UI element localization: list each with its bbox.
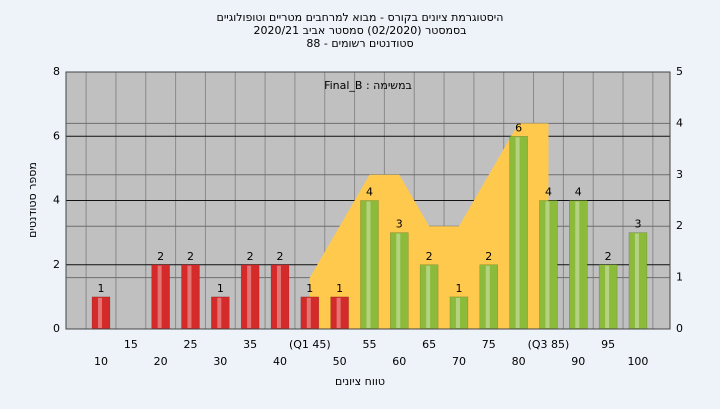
bar-shine xyxy=(157,265,162,328)
x-tick-label: 90 xyxy=(571,355,585,368)
value-label: 3 xyxy=(396,218,403,231)
bar-shine xyxy=(515,137,520,328)
y-axis-label: מספר סטודנטים xyxy=(26,162,39,238)
plot-border xyxy=(65,71,671,330)
value-label: 1 xyxy=(455,282,462,295)
x-tick-label: 40 xyxy=(273,355,287,368)
value-label: 2 xyxy=(426,250,433,263)
bar-shine xyxy=(455,297,460,328)
value-label: 3 xyxy=(634,218,641,231)
x-tick-label: 20 xyxy=(154,355,168,368)
y2-tick-label: 0 xyxy=(676,322,683,335)
value-label: 4 xyxy=(575,186,582,199)
y-tick-label: 0 xyxy=(53,322,60,335)
value-label: 2 xyxy=(605,250,612,263)
y-tick-label: 8 xyxy=(53,65,60,78)
value-label: 4 xyxy=(545,186,552,199)
y2-tick-label: 4 xyxy=(676,116,683,129)
x-tick-label: 55 xyxy=(362,338,376,351)
x-tick-label: 30 xyxy=(213,355,227,368)
title-line: בסמסטר (02/2020) סמסטר אביב 2020/21 xyxy=(253,24,466,37)
x-tick-label: 80 xyxy=(512,355,526,368)
x-tick-label: (Q1 45) xyxy=(289,338,331,351)
bar-shine xyxy=(605,265,610,328)
y2-tick-label: 3 xyxy=(676,168,683,181)
x-tick-label: 65 xyxy=(422,338,436,351)
y-tick-label: 4 xyxy=(53,194,60,207)
x-tick-label: 75 xyxy=(482,338,496,351)
bar-shine xyxy=(336,297,341,328)
value-label: 1 xyxy=(336,282,343,295)
x-tick-label: 10 xyxy=(94,355,108,368)
bar-shine xyxy=(634,233,639,328)
bar-shine xyxy=(485,265,490,328)
value-label: 4 xyxy=(366,186,373,199)
value-label: 2 xyxy=(276,250,283,263)
value-label: 1 xyxy=(217,282,224,295)
bar-shine xyxy=(545,201,550,328)
y2-tick-label: 5 xyxy=(676,65,683,78)
x-tick-label: 100 xyxy=(627,355,648,368)
annotation: Final_B : במשימה xyxy=(324,79,412,92)
bar-shine xyxy=(396,233,401,328)
bar-shine xyxy=(276,265,281,328)
x-tick-label: 15 xyxy=(124,338,138,351)
y-tick-label: 6 xyxy=(53,129,60,142)
value-label: 2 xyxy=(157,250,164,263)
value-label: 2 xyxy=(187,250,194,263)
title-line: היסטוגרמת ציונים בקורס - מבוא למרחבים מט… xyxy=(217,11,504,24)
x-tick-label: 50 xyxy=(333,355,347,368)
x-axis-label: טווח ציונים xyxy=(335,375,385,388)
x-tick-label: 25 xyxy=(183,338,197,351)
value-label: 6 xyxy=(515,121,522,134)
x-tick-label: 35 xyxy=(243,338,257,351)
x-tick-label: (Q3 85) xyxy=(528,338,570,351)
bar-shine xyxy=(187,265,192,328)
x-tick-label: 60 xyxy=(392,355,406,368)
bar-shine xyxy=(426,265,431,328)
value-label: 1 xyxy=(98,282,105,295)
value-label: 2 xyxy=(485,250,492,263)
x-tick-label: 70 xyxy=(452,355,466,368)
y2-tick-label: 1 xyxy=(676,271,683,284)
bar-shine xyxy=(306,297,311,328)
x-tick-label: 95 xyxy=(601,338,615,351)
y-tick-label: 2 xyxy=(53,258,60,271)
bar-shine xyxy=(575,201,580,328)
y2-tick-label: 2 xyxy=(676,219,683,232)
bar-shine xyxy=(247,265,252,328)
title-line: סטודנטים רשומים - 88 xyxy=(306,37,413,50)
bar-shine xyxy=(366,201,371,328)
bar-shine xyxy=(98,297,102,328)
value-label: 2 xyxy=(247,250,254,263)
bar-shine xyxy=(217,297,222,328)
value-label: 1 xyxy=(306,282,313,295)
